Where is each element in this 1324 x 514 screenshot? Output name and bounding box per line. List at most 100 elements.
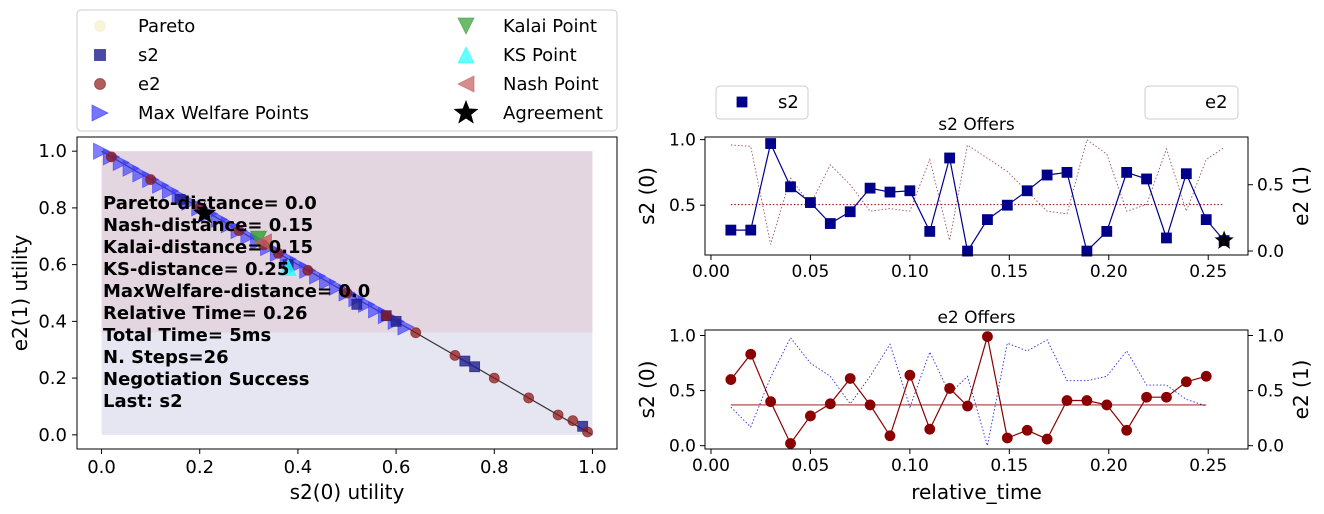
point-s2	[1180, 168, 1192, 180]
y-tick-label: 0.4	[38, 311, 67, 332]
x-tick-label: 0.05	[791, 456, 829, 476]
x-tick-label: 0.25	[1189, 262, 1227, 282]
point-s2	[805, 197, 816, 208]
point-e2	[1101, 399, 1113, 411]
point-e2	[844, 373, 856, 384]
legend-label-agreement: Agreement	[503, 103, 603, 124]
point-e2	[1141, 391, 1152, 403]
y-right-tick-label: 0.0	[1257, 242, 1284, 262]
point-e2	[105, 151, 117, 163]
point-e2	[1001, 432, 1013, 444]
outcome-space-plot: 0.0 0.2 0.4 0.6 0.8 1.0 0.0 0.2 0.4 0.6 0.8 1.0 s2(0…	[8, 136, 618, 504]
point-max-welfare-points	[210, 210, 229, 228]
point-e2	[1180, 376, 1192, 388]
y-tick-label: 0.2	[38, 368, 67, 389]
y-right-tick-label: 0.5	[1257, 382, 1284, 402]
point-max-welfare-points	[152, 176, 170, 194]
y-right-axis-label: e2 (1)	[1289, 360, 1313, 420]
y-tick-label: 0.5	[669, 382, 696, 402]
legend-marker-nash-point	[457, 75, 475, 93]
x-tick-label: 0.20	[1090, 262, 1128, 282]
point-e2	[864, 399, 876, 411]
point-e2	[725, 374, 737, 385]
point-e2	[745, 348, 757, 360]
point-s2	[884, 186, 896, 198]
point-e2	[1161, 391, 1172, 403]
point-s2	[1021, 185, 1033, 197]
legend-marker-max-welfare-points	[91, 104, 109, 122]
point-max-welfare-points	[93, 142, 111, 160]
point-e2	[449, 349, 461, 361]
point-e2	[805, 410, 816, 422]
plot-title: e2 Offers	[937, 308, 1015, 328]
point-e2	[982, 331, 993, 343]
point-e2	[302, 264, 314, 276]
point-e2	[904, 369, 916, 381]
legend-label-max-welfare-points: Max Welfare Points	[138, 103, 309, 124]
x-tick-label: 1.0	[578, 457, 607, 478]
point-e2	[552, 409, 564, 421]
point-e2	[380, 310, 392, 322]
point-ks-point	[279, 258, 297, 276]
point-max-welfare-points	[318, 273, 337, 291]
point-e2	[1041, 433, 1053, 445]
plot-frame	[704, 329, 1249, 450]
x-tick-label: 0.00	[692, 262, 730, 282]
series-s2	[174, 193, 589, 432]
plot-title: s2 Offers	[938, 115, 1015, 135]
point-e2	[410, 327, 422, 339]
point-s2	[982, 214, 993, 226]
point-s2	[469, 361, 481, 373]
legend-marker-e2	[94, 78, 106, 90]
agreement-marker	[1214, 230, 1234, 249]
legend-marker-ks-point	[457, 46, 475, 64]
y-tick-label: 1.0	[669, 327, 696, 347]
legend-label-s2: s2	[138, 45, 159, 66]
point-e2	[1121, 424, 1133, 436]
legend-label-kalai-point: Kalai Point	[503, 16, 597, 37]
legend-frame	[76, 9, 618, 132]
series-line-s2-dotted	[730, 336, 1207, 446]
point-s2	[1101, 225, 1113, 237]
annotation-line: KS-distance= 0.25	[103, 259, 289, 280]
point-max-welfare-points	[328, 278, 347, 296]
y-axis-label: e2(1) utility	[8, 235, 32, 352]
point-s2	[904, 185, 916, 197]
point-s2	[745, 224, 757, 236]
x-tick-label: 0.15	[990, 262, 1028, 282]
main-legend: Pareto s2 e2 Max Welfare Points Kalai Point K…	[76, 9, 618, 132]
x-tick-label: 0.05	[791, 262, 829, 282]
point-e2	[488, 372, 500, 384]
x-tick-label: 0.25	[1189, 456, 1227, 476]
point-s2	[844, 206, 856, 218]
point-e2	[765, 396, 777, 408]
point-e2	[785, 438, 796, 449]
y-tick-label: 0.6	[38, 255, 67, 276]
y-tick-label: 0.0	[669, 437, 696, 457]
point-max-welfare-points	[112, 153, 131, 172]
y-axis-label: s2 (0)	[635, 361, 659, 419]
point-s2	[1161, 232, 1172, 244]
point-nash-point	[254, 233, 272, 251]
x-tick-label: 0.15	[990, 456, 1028, 476]
plot-frame	[704, 136, 1249, 256]
point-e2	[145, 174, 157, 185]
y-tick-label: 1.0	[38, 141, 67, 162]
point-s2	[924, 225, 936, 237]
point-max-welfare-points	[220, 216, 239, 234]
plot-frame	[76, 136, 618, 450]
point-max-welfare-points	[122, 159, 140, 177]
point-e2	[341, 287, 353, 299]
point-s2	[864, 182, 876, 194]
point-s2	[944, 152, 956, 164]
legend-e2-label: e2	[1205, 92, 1228, 113]
y-right-axis-label: e2 (1)	[1289, 166, 1313, 226]
legend-marker-agreement	[453, 99, 479, 124]
legend-marker-kalai-point	[457, 17, 475, 35]
annotation-line: Negotiation Success	[103, 369, 309, 390]
point-s2	[962, 245, 973, 257]
point-s2	[725, 224, 737, 236]
point-max-welfare-points	[309, 267, 327, 285]
point-e2	[1021, 424, 1033, 436]
